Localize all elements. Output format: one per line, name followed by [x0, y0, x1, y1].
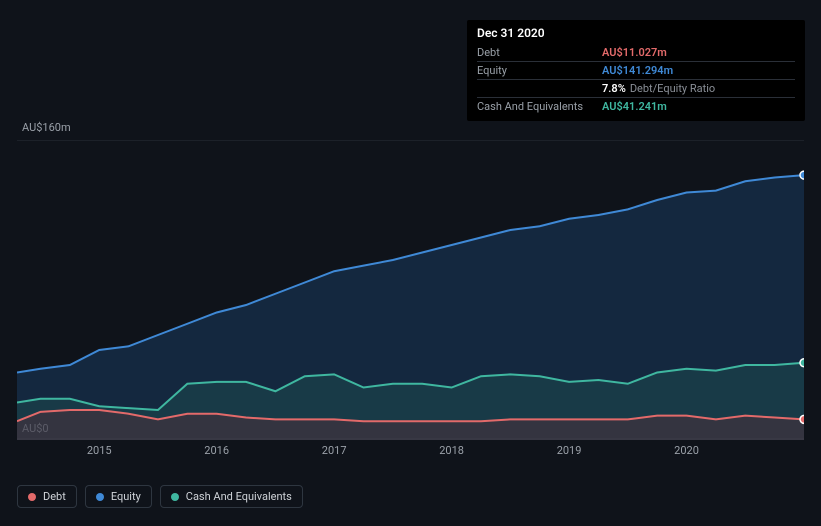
tooltip-row-label: Equity	[477, 64, 602, 77]
tooltip-row-value: AU$41.241m	[602, 100, 667, 113]
tooltip-row-value: AU$11.027m	[602, 46, 667, 59]
tooltip-row: Cash And EquivalentsAU$41.241m	[477, 97, 795, 115]
x-axis-tick: 2018	[439, 444, 464, 457]
tooltip-date: Dec 31 2020	[477, 26, 795, 44]
tooltip-row-label: Debt	[477, 46, 602, 59]
chart-container: Dec 31 2020 DebtAU$11.027mEquityAU$141.2…	[0, 0, 821, 526]
tooltip-row-label	[477, 82, 602, 95]
legend-dot-icon	[171, 493, 179, 501]
legend-item[interactable]: Cash And Equivalents	[160, 485, 303, 508]
x-axis-tick: 2019	[557, 444, 582, 457]
legend-dot-icon	[28, 493, 36, 501]
legend-item[interactable]: Equity	[85, 485, 152, 508]
x-axis-tick: 2020	[674, 444, 699, 457]
y-axis-max-label: AU$160m	[22, 121, 71, 134]
legend: Debt Equity Cash And Equivalents	[17, 485, 303, 508]
tooltip-row-label: Cash And Equivalents	[477, 100, 602, 113]
tooltip-rows: DebtAU$11.027mEquityAU$141.294m7.8%Debt/…	[477, 44, 795, 115]
tooltip-row-value: 7.8%Debt/Equity Ratio	[602, 82, 715, 95]
chart-area[interactable]	[17, 140, 804, 440]
chart-svg	[17, 140, 804, 440]
tooltip-row: DebtAU$11.027m	[477, 44, 795, 61]
tooltip-row: 7.8%Debt/Equity Ratio	[477, 79, 795, 97]
legend-dot-icon	[96, 493, 104, 501]
x-axis-tick: 2015	[87, 444, 112, 457]
tooltip-panel: Dec 31 2020 DebtAU$11.027mEquityAU$141.2…	[467, 20, 805, 121]
x-axis-tick: 2016	[204, 444, 229, 457]
legend-label: Equity	[111, 490, 141, 503]
x-axis-tick: 2017	[322, 444, 347, 457]
tooltip-row-sub: Debt/Equity Ratio	[630, 82, 715, 95]
legend-label: Cash And Equivalents	[186, 490, 292, 503]
legend-item[interactable]: Debt	[17, 485, 77, 508]
x-axis: 2015 2016 2017 2018 2019 2020	[17, 444, 804, 464]
tooltip-row: EquityAU$141.294m	[477, 61, 795, 79]
tooltip-row-value: AU$141.294m	[602, 64, 673, 77]
legend-label: Debt	[43, 490, 66, 503]
